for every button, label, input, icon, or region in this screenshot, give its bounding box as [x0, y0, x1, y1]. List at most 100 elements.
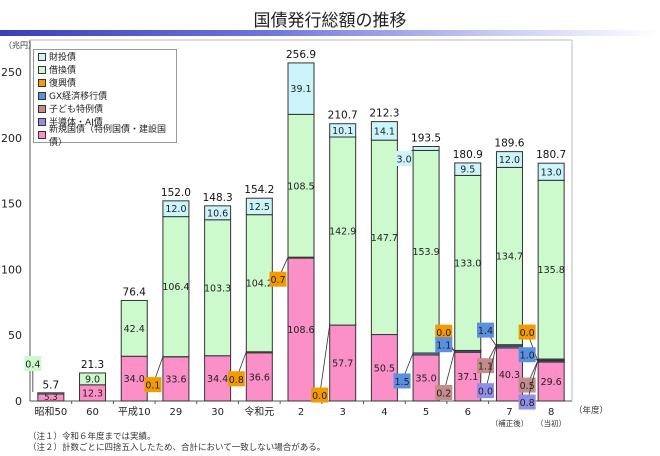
data-label: 106.4	[162, 282, 189, 293]
x-tick-label: 令和元	[244, 405, 274, 418]
data-label: 34.0	[124, 374, 145, 385]
legend-item: GX経済移行債	[34, 89, 176, 102]
y-tick-label: 100	[1, 263, 22, 276]
bar-segment	[79, 372, 107, 386]
bar-total-label: 154.2	[244, 184, 274, 196]
x-tick-label: 平成10	[118, 406, 151, 418]
x-axis-unit-label: （年度）	[574, 405, 608, 416]
bar-segment	[120, 299, 148, 357]
data-label: 12.3	[82, 388, 103, 399]
data-label: 29.6	[541, 377, 562, 388]
data-label: 1.0	[520, 351, 535, 362]
data-label: 3.0	[397, 154, 412, 165]
callout-box	[476, 358, 494, 374]
bar-segment	[329, 123, 357, 138]
bar-total-label: 212.3	[369, 108, 399, 120]
callout-box	[227, 371, 245, 387]
callout-box	[311, 387, 329, 403]
legend-label: 新規国債（特例国債・建設国債）	[49, 124, 167, 148]
bar-segment	[412, 354, 440, 402]
bar-total-label: 21.3	[81, 359, 104, 371]
x-tick-label: 6	[465, 407, 471, 418]
bar-segment	[537, 361, 565, 402]
legend-item: 借換債	[34, 63, 176, 76]
y-tick-label: 50	[8, 329, 22, 342]
title-underline	[0, 30, 660, 36]
bar-total-label: 189.6	[494, 138, 524, 150]
x-tick-label: 5	[423, 407, 429, 418]
bar-segment	[245, 352, 273, 402]
x-tick-label: 3	[340, 407, 346, 418]
data-label: 34.4	[207, 374, 228, 385]
data-label: 0.5	[520, 381, 535, 392]
callout-box	[144, 377, 162, 393]
data-label: 33.6	[165, 374, 186, 385]
callout-leader	[485, 344, 497, 391]
callout-box	[476, 322, 494, 338]
bar-segment	[537, 179, 565, 360]
data-label: 0.0	[312, 391, 327, 402]
data-label: 0.0	[520, 328, 535, 339]
data-label: 0.8	[520, 398, 535, 409]
legend-label: 子ども特例債	[49, 105, 104, 115]
callout-leader	[319, 325, 331, 396]
x-tick-label: 4	[381, 407, 387, 418]
bar-total-label: 193.5	[411, 132, 441, 144]
data-label: 5.3	[44, 393, 58, 403]
callout-box	[393, 373, 411, 389]
data-label: 133.0	[454, 258, 481, 269]
x-tick-label: 29	[170, 407, 183, 418]
legend-label: GX経済移行債	[49, 92, 108, 102]
callout-box	[24, 355, 42, 371]
data-label: 12.5	[249, 202, 270, 213]
legend-label: 借換債	[49, 66, 77, 76]
x-tick-label: 2	[298, 407, 304, 418]
data-label: 35.0	[415, 373, 436, 384]
data-label: 0.2	[436, 388, 451, 399]
data-label: 13.0	[541, 167, 562, 178]
bar-segment	[454, 162, 482, 176]
footnotes: （注１）令和６年度までは実績。 （注２）計数ごとに四捨五入したため、合計において…	[28, 432, 325, 454]
bar-segment	[204, 205, 232, 221]
bar-segment	[204, 219, 232, 357]
data-label: 10.1	[332, 126, 353, 137]
data-label: 0.7	[270, 275, 285, 286]
bar-total-label: 256.9	[286, 49, 316, 61]
data-label: 0.4	[25, 359, 40, 370]
bar-total-label: 210.7	[328, 110, 358, 122]
legend-swatch	[38, 104, 46, 113]
bar-segment	[329, 324, 357, 402]
data-label: 36.6	[249, 372, 270, 383]
y-tick-label: 250	[1, 66, 22, 79]
legend: 財投債借換債復興債 GX経済移行債 子ども特例債 半導体・AI債 新規国債（特例国債・建…	[33, 49, 177, 148]
x-tick-sublabel: （当初）	[536, 418, 566, 428]
legend-item: 新規国債（特例国債・建設国債）	[34, 125, 176, 148]
y-tick-label: 150	[1, 198, 22, 211]
bar-segment	[287, 62, 315, 115]
callout-box	[518, 324, 536, 340]
bar-total-label: 180.7	[536, 149, 566, 161]
data-label: 134.7	[496, 252, 523, 263]
y-tick-label: 200	[1, 132, 22, 145]
legend-item: 財投債	[34, 50, 176, 63]
data-label: 0.0	[478, 387, 493, 398]
legend-swatch	[38, 117, 46, 126]
data-label: 147.7	[371, 233, 398, 244]
legend-item: 半導体・AI債	[34, 115, 176, 128]
bar-segment	[37, 392, 65, 395]
bar-segment	[412, 149, 440, 354]
legend-item: 子ども特例債	[34, 102, 176, 115]
legend-label: 復興債	[49, 79, 77, 89]
callout-box	[435, 384, 453, 400]
callout-box	[435, 337, 453, 353]
data-label: 12.0	[499, 155, 520, 166]
data-label: 9.5	[460, 165, 475, 176]
chart-title: 国債発行総額の推移	[253, 11, 407, 31]
bar-segment	[162, 216, 190, 358]
bar-segment	[495, 151, 523, 168]
legend-swatch	[38, 65, 46, 74]
bar-segment	[287, 257, 315, 402]
callout-box	[518, 377, 536, 393]
data-label: 1.1	[478, 362, 493, 373]
bar-segment	[495, 347, 523, 402]
